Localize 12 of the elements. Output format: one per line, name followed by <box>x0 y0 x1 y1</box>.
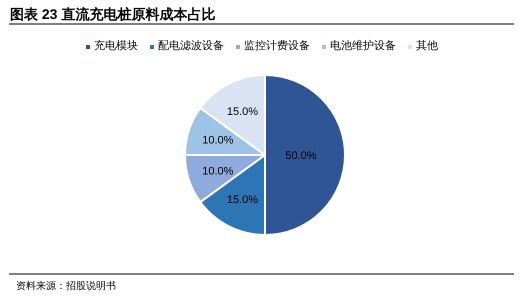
legend-label: 配电滤波设备 <box>158 39 224 52</box>
legend-label: 监控计费设备 <box>244 39 310 52</box>
data-label: 10.0% <box>202 134 234 147</box>
data-label: 15.0% <box>226 194 258 206</box>
data-label: 50.0% <box>285 150 317 162</box>
data-label: 10.0% <box>202 165 234 178</box>
text: 资料来源：招股说明书 <box>16 280 116 292</box>
chart-title: 图表 23 直流充电桩原料成本占比 <box>10 6 216 22</box>
data-label: 15.0% <box>226 106 258 118</box>
legend-label: 充电模块 <box>94 39 138 52</box>
legend-label: 其他 <box>416 39 438 52</box>
legend-label: 电池维护设备 <box>330 39 396 52</box>
